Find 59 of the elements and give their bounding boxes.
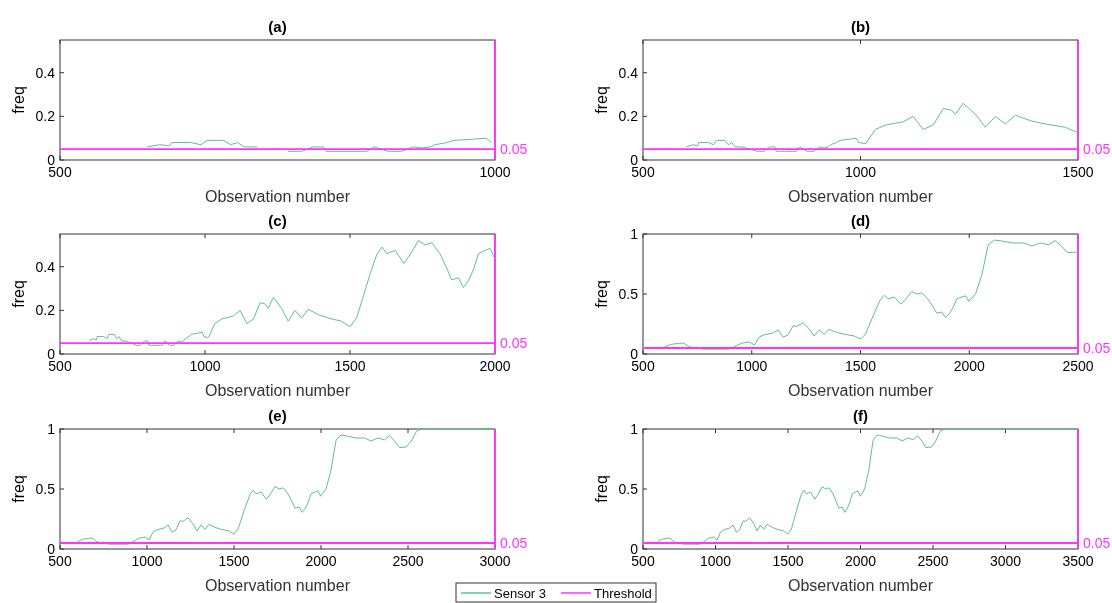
y-tick-label: 0.2 (618, 108, 639, 125)
annotation: 0.05 (500, 141, 528, 158)
y-tick-label: 0.4 (35, 64, 56, 81)
x-tick-label: 3000 (989, 553, 1022, 569)
chart-title: (c) (268, 212, 287, 229)
x-tick-label: 3500 (1062, 553, 1094, 569)
legend-label: Sensor 3 (494, 586, 547, 601)
x-tick-label: 1000 (479, 164, 511, 180)
x-axis-title: Observation number (788, 188, 934, 205)
x-tick-label: 2000 (479, 358, 511, 374)
y-axis-title: freq (593, 280, 610, 308)
chart-title: (f) (853, 407, 868, 424)
y-axis-title: freq (10, 280, 27, 308)
chart-title: (d) (850, 212, 871, 229)
y-tick-label: 0.2 (35, 108, 56, 125)
x-axis-title: Observation number (788, 382, 934, 399)
x-tick-label: 1500 (1062, 164, 1094, 180)
chart-title: (a) (268, 18, 287, 35)
y-axis-title: freq (593, 475, 610, 503)
legend-label: Threshold (594, 586, 652, 601)
y-tick-label: 0.5 (35, 481, 56, 497)
y-axis-title: freq (10, 475, 27, 503)
y-tick-label: 1 (47, 421, 56, 437)
x-axis-title: Observation number (205, 577, 351, 594)
x-tick-label: 1500 (334, 358, 366, 374)
x-tick-label: 1000 (736, 358, 768, 374)
x-tick-label: 2500 (1062, 358, 1094, 374)
x-tick-label: 2000 (953, 358, 986, 374)
x-tick-label: 1500 (218, 553, 250, 569)
y-tick-label: 0.4 (35, 258, 56, 275)
chart-title: (b) (850, 18, 871, 35)
chart-title: (e) (268, 407, 287, 424)
annotation: 0.05 (1083, 535, 1111, 551)
y-tick-label: 0.4 (618, 64, 639, 81)
x-tick-label: 1000 (189, 358, 221, 374)
annotation: 0.05 (500, 535, 528, 551)
x-axis-title: Observation number (788, 577, 934, 594)
x-tick-label: 1500 (844, 358, 877, 374)
x-axis-title: Observation number (205, 188, 351, 205)
x-tick-label: 2000 (844, 553, 877, 569)
annotation: 0.05 (1083, 340, 1111, 356)
annotation: 0.05 (500, 335, 528, 352)
y-tick-label: 0.2 (35, 302, 56, 319)
x-tick-label: 3000 (479, 553, 511, 569)
x-tick-label: 2500 (392, 553, 424, 569)
x-tick-label: 1000 (844, 164, 877, 180)
x-tick-label: 2000 (305, 553, 337, 569)
annotation: 0.05 (1083, 141, 1111, 158)
y-tick-label: 1 (630, 421, 639, 437)
x-tick-label: 1000 (699, 553, 732, 569)
y-tick-label: 0.5 (618, 481, 639, 497)
x-tick-label: 1000 (131, 553, 163, 569)
y-tick-label: 0.5 (618, 286, 639, 302)
y-tick-label: 1 (630, 226, 639, 242)
x-tick-label: 2500 (917, 553, 949, 569)
y-axis-title: freq (10, 86, 27, 114)
x-tick-label: 1500 (772, 553, 804, 569)
x-axis-title: Observation number (205, 382, 351, 399)
y-axis-title: freq (593, 86, 610, 114)
